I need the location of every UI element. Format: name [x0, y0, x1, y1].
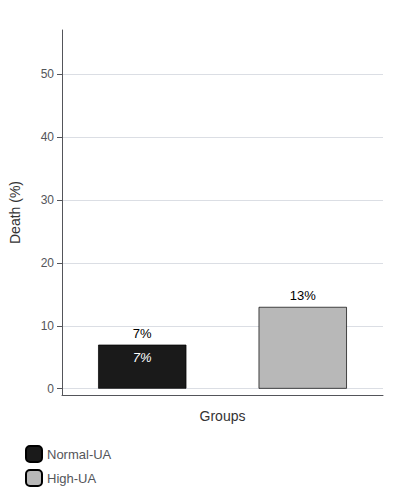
- svg-text:50: 50: [41, 67, 55, 81]
- svg-text:10: 10: [41, 319, 55, 333]
- svg-text:0: 0: [47, 382, 54, 396]
- svg-text:7%: 7%: [133, 326, 152, 341]
- svg-text:High-UA: High-UA: [47, 471, 96, 486]
- svg-text:Death (%): Death (%): [7, 181, 23, 244]
- svg-text:30: 30: [41, 193, 55, 207]
- svg-text:7%: 7%: [133, 350, 152, 365]
- svg-text:40: 40: [41, 130, 55, 144]
- svg-text:13%: 13%: [290, 288, 316, 303]
- svg-text:Groups: Groups: [200, 408, 246, 424]
- svg-text:20: 20: [41, 256, 55, 270]
- svg-text:Normal-UA: Normal-UA: [47, 447, 112, 462]
